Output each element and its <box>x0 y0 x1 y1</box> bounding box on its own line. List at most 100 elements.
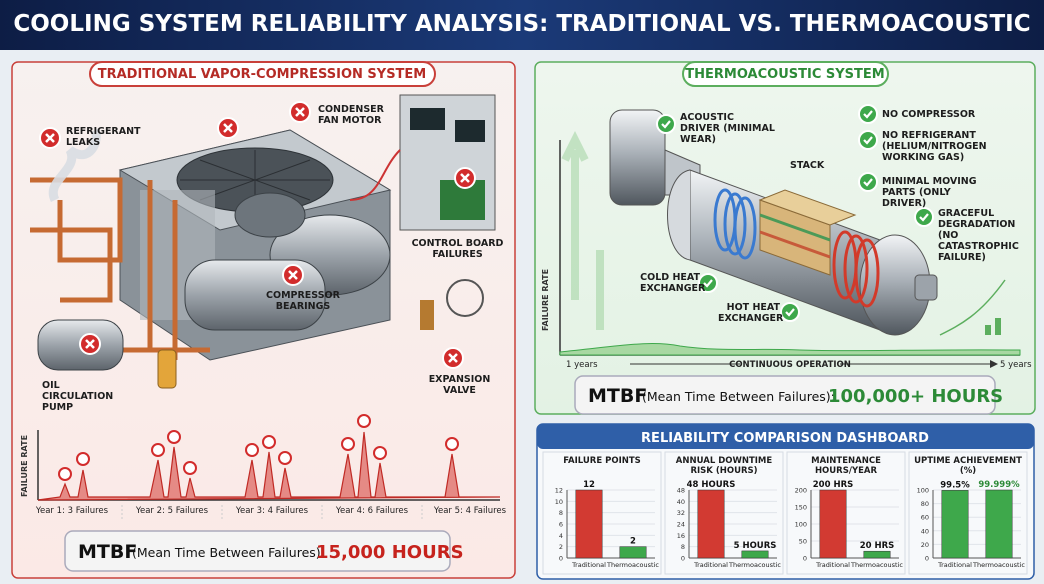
y-tick-label: 40 <box>921 527 929 535</box>
bar <box>575 489 603 559</box>
benefit-label: NO COMPRESSOR <box>882 109 976 120</box>
value-label: 99.5% <box>940 480 970 490</box>
axis-label: FAILURE RATE <box>20 435 29 497</box>
y-tick-label: 4 <box>559 532 563 540</box>
y-tick-label: 16 <box>677 532 685 540</box>
y-tick-label: 8 <box>681 543 685 551</box>
mtbf-description: (Mean Time Between Failures): <box>132 545 325 560</box>
x-tick-label: Thermoacoustic <box>850 561 903 569</box>
axis-label: FAILURE RATE <box>541 269 550 331</box>
x-tick-label: Traditional <box>571 561 606 569</box>
x-tick-label: Thermoacoustic <box>728 561 781 569</box>
thermo-timeline <box>559 140 1021 368</box>
traditional-header <box>89 61 436 87</box>
x-tick-label: Thermoacoustic <box>972 561 1025 569</box>
mtbf-box <box>64 530 451 572</box>
y-tick-label: 20 <box>921 541 929 549</box>
timeline-middle: CONTINUOUS OPERATION <box>729 360 851 370</box>
bar <box>697 489 725 559</box>
chart-title: ANNUAL DOWNTIME RISK (HOURS) <box>675 456 773 476</box>
thermoacoustic-header <box>682 61 889 87</box>
mtbf-value: 100,000+ HOURS <box>828 386 1003 407</box>
y-tick-label: 200 <box>795 487 807 495</box>
title-bar <box>0 0 1044 50</box>
y-tick-label: 50 <box>799 538 807 546</box>
y-tick-label: 48 <box>677 487 685 495</box>
benefit-label: GRACEFUL DEGRADATION (NO CATASTROPHIC FA… <box>938 208 1019 263</box>
year-label: Year 4: 6 Failures <box>335 506 409 516</box>
mtbf-value: 15,000 HOURS <box>316 542 464 563</box>
chart-frame <box>786 451 906 575</box>
year-label: Year 2: 5 Failures <box>135 506 209 516</box>
chart-frame <box>908 451 1028 575</box>
y-tick-label: 0 <box>559 555 563 563</box>
component-label: HOT HEAT EXCHANGER <box>718 302 784 324</box>
traditional-title: TRADITIONAL VAPOR-COMPRESSION SYSTEM <box>98 67 427 82</box>
bar <box>741 550 769 559</box>
x-tick-label: Thermoacoustic <box>606 561 659 569</box>
value-label: 20 HRS <box>860 541 895 551</box>
y-tick-label: 60 <box>921 514 929 522</box>
failure-label: EXPANSION VALVE <box>428 374 491 396</box>
failure-label: REFRIGERANT LEAKS <box>66 126 141 148</box>
value-label: 12 <box>583 480 595 490</box>
component-label: STACK <box>790 160 825 171</box>
value-label: 5 HOURS <box>734 541 777 551</box>
chart-frame <box>542 451 662 575</box>
failure-icons <box>39 101 476 369</box>
y-tick-label: 0 <box>681 555 685 563</box>
chart-frame <box>664 451 784 575</box>
y-tick-label: 0 <box>803 555 807 563</box>
benefit-label: MINIMAL MOVING PARTS (ONLY DRIVER) <box>882 176 977 209</box>
chart-title: FAILURE POINTS <box>563 456 641 466</box>
thermoacoustic-title: THERMOACOUSTIC SYSTEM <box>685 67 884 82</box>
x-tick-label: Traditional <box>693 561 728 569</box>
check-icons <box>656 104 934 322</box>
y-tick-label: 40 <box>677 498 685 506</box>
year-label: Year 5: 4 Failures <box>433 506 507 516</box>
y-tick-label: 6 <box>559 521 563 529</box>
x-tick-label: Traditional <box>815 561 850 569</box>
y-tick-label: 0 <box>925 555 929 563</box>
y-tick-label: 80 <box>921 500 929 508</box>
mtbf-box <box>574 375 996 415</box>
y-tick-label: 100 <box>917 487 929 495</box>
failure-label: COMPRESSOR BEARINGS <box>266 290 340 312</box>
y-tick-label: 2 <box>559 543 563 551</box>
chart-title: UPTIME ACHIEVEMENT (%) <box>914 456 1022 476</box>
timeline-start: 1 years <box>566 360 598 370</box>
mtbf-label: MTBF <box>78 541 137 563</box>
benefit-label: NO REFRIGERANT (HELIUM/NITROGEN WORKING … <box>882 130 987 163</box>
failure-label: CONDENSER FAN MOTOR <box>318 104 384 126</box>
y-tick-label: 24 <box>677 521 685 529</box>
value-label: 48 HOURS <box>687 480 736 490</box>
bar <box>819 489 847 559</box>
x-tick-label: Traditional <box>937 561 972 569</box>
failure-label: OIL CIRCULATION PUMP <box>42 380 114 413</box>
dashboard-title: RELIABILITY COMPARISON DASHBOARD <box>641 431 929 446</box>
timeline-end: 5 years <box>1000 360 1032 370</box>
y-tick-label: 10 <box>555 498 563 506</box>
failure-timeline <box>37 414 501 520</box>
bar <box>863 550 891 559</box>
year-label: Year 3: 4 Failures <box>235 506 309 516</box>
value-label: 99.999% <box>978 480 1020 490</box>
y-tick-label: 32 <box>677 509 685 517</box>
bar <box>619 546 647 559</box>
component-label: COLD HEAT EXCHANGER <box>640 272 706 294</box>
y-tick-label: 100 <box>795 521 807 529</box>
year-label: Year 1: 3 Failures <box>35 506 109 516</box>
value-label: 2 <box>630 537 636 547</box>
mtbf-label: MTBF <box>588 385 647 407</box>
y-tick-label: 150 <box>795 504 807 512</box>
y-tick-label: 12 <box>555 487 563 495</box>
component-label: ACOUSTIC DRIVER (MINIMAL WEAR) <box>680 112 775 145</box>
chart-title: MAINTENANCE HOURS/YEAR <box>811 456 881 476</box>
failure-label: CONTROL BOARD FAILURES <box>411 238 504 260</box>
bar <box>985 489 1013 559</box>
dashboard-header <box>537 424 1034 449</box>
bar <box>941 490 969 559</box>
page-title: COOLING SYSTEM RELIABILITY ANALYSIS: TRA… <box>13 11 1030 37</box>
mtbf-description: (Mean Time Between Failures): <box>642 389 835 404</box>
